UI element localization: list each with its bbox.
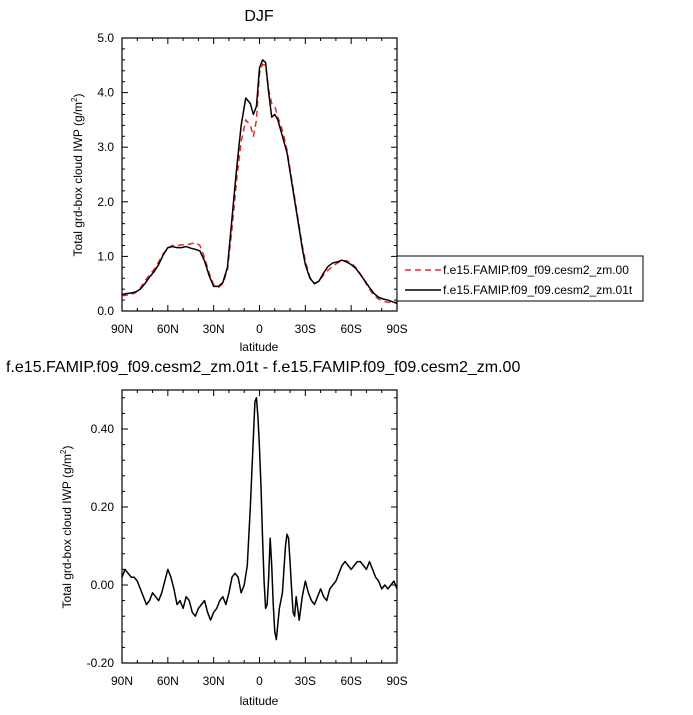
x-tick-label: 60N bbox=[157, 674, 179, 688]
top-x-tick-labels: 90N 60N 30N 0 30S 60S 90S bbox=[111, 322, 408, 336]
legend-label-series-1: f.e15.FAMIP.f09_f09.cesm2_zm.01t bbox=[443, 283, 633, 297]
bottom-chart-title: f.e15.FAMIP.f09_f09.cesm2_zm.01t - f.e15… bbox=[6, 359, 520, 376]
series-line-1 bbox=[121, 59, 398, 305]
bottom-y-axis-label: Total grd-box cloud IWP (g/m2) bbox=[59, 446, 74, 609]
x-tick-label: 30N bbox=[203, 322, 225, 336]
y-tick-label: -0.20 bbox=[87, 656, 115, 670]
x-tick-label: 30S bbox=[295, 322, 316, 336]
x-tick-label: 0 bbox=[256, 674, 263, 688]
x-tick-label: 90S bbox=[386, 322, 407, 336]
bottom-plot-frame bbox=[121, 389, 398, 664]
y-tick-label: 4.0 bbox=[97, 86, 114, 100]
top-series-lines bbox=[121, 59, 398, 305]
top-chart-title: DJF bbox=[244, 8, 274, 25]
legend-label-series-0: f.e15.FAMIP.f09_f09.cesm2_zm.00 bbox=[443, 263, 629, 277]
x-tick-label: 90N bbox=[111, 674, 133, 688]
y-tick-label: 0.20 bbox=[91, 500, 115, 514]
x-tick-label: 90S bbox=[386, 674, 407, 688]
bottom-x-axis-label: latitude bbox=[240, 694, 279, 708]
y-tick-label: 0.40 bbox=[91, 422, 115, 436]
x-tick-label: 90N bbox=[111, 322, 133, 336]
legend-box bbox=[396, 255, 644, 302]
x-tick-label: 30S bbox=[295, 674, 316, 688]
top-panel-line-chart: DJF 90N 60N 30N 0 30S 60S 90S 0.0 1.0 2.0 3.0 4.0 5… bbox=[70, 8, 644, 354]
bottom-series-lines bbox=[121, 397, 398, 641]
series-line-0 bbox=[121, 397, 398, 641]
y-tick-label: 3.0 bbox=[97, 140, 114, 154]
top-x-axis-label: latitude bbox=[240, 340, 279, 354]
bottom-panel-difference-chart: f.e15.FAMIP.f09_f09.cesm2_zm.01t - f.e15… bbox=[6, 359, 520, 708]
y-tick-label: 2.0 bbox=[97, 195, 114, 209]
y-tick-label: 0.00 bbox=[91, 578, 115, 592]
top-y-axis-label: Total grd-box cloud IWP (g/m2) bbox=[70, 94, 85, 257]
series-line-0 bbox=[121, 63, 398, 304]
top-plot-frame bbox=[121, 37, 398, 312]
x-tick-label: 60N bbox=[157, 322, 179, 336]
bottom-x-tick-labels: 90N 60N 30N 0 30S 60S 90S bbox=[111, 674, 408, 688]
legend: f.e15.FAMIP.f09_f09.cesm2_zm.00 f.e15.FA… bbox=[396, 255, 644, 302]
top-y-tick-labels: 0.0 1.0 2.0 3.0 4.0 5.0 bbox=[97, 31, 114, 318]
x-tick-label: 60S bbox=[340, 674, 361, 688]
y-tick-label: 1.0 bbox=[97, 249, 114, 263]
bottom-y-tick-labels: -0.20 0.00 0.20 0.40 bbox=[87, 422, 115, 670]
y-tick-label: 5.0 bbox=[97, 31, 114, 45]
y-tick-label: 0.0 bbox=[97, 304, 114, 318]
x-tick-label: 0 bbox=[256, 322, 263, 336]
x-tick-label: 30N bbox=[203, 674, 225, 688]
x-tick-label: 60S bbox=[340, 322, 361, 336]
